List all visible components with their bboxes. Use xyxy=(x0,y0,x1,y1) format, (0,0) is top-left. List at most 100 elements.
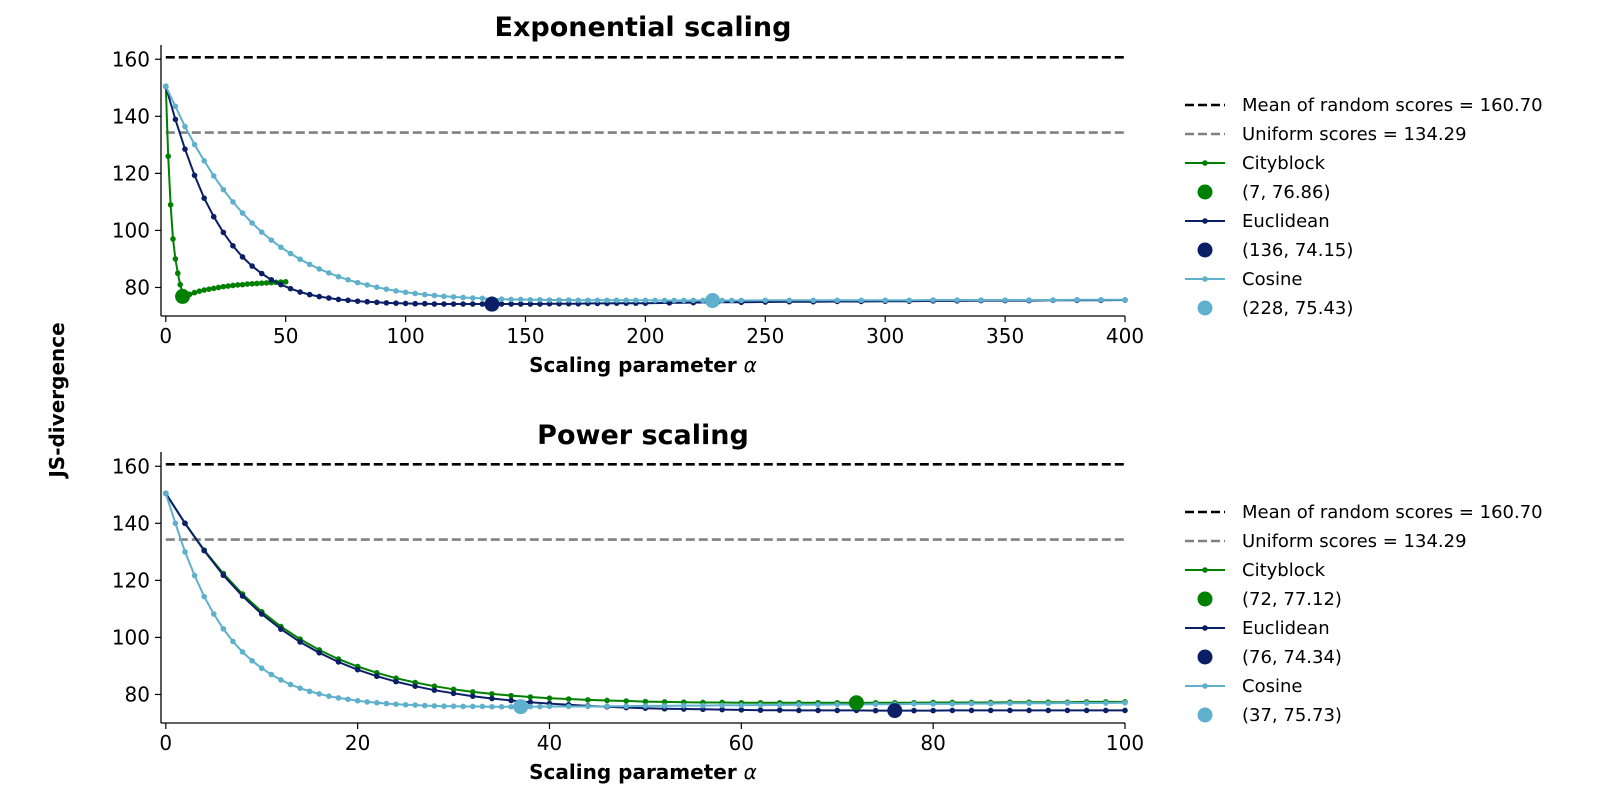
data-point-euclidean xyxy=(498,301,505,307)
x-tick-label: 300 xyxy=(866,324,904,348)
data-point-euclidean xyxy=(201,547,207,554)
data-point-euclidean xyxy=(297,639,303,645)
data-point-cosine xyxy=(249,658,255,664)
data-point-cosine xyxy=(613,297,620,304)
data-point-cosine xyxy=(546,297,553,303)
data-point-cosine xyxy=(968,700,975,707)
data-point-cosine xyxy=(1045,700,1052,707)
data-point-euclidean xyxy=(460,301,466,307)
series-line-cityblock xyxy=(164,492,1125,704)
legend-label-optimum-euclidean: (76, 74.34) xyxy=(1242,647,1342,668)
data-point-cityblock xyxy=(450,686,457,693)
data-point-euclidean xyxy=(431,687,438,693)
legend-swatch-optimum-euclidean xyxy=(1197,242,1213,258)
data-point-cosine xyxy=(335,695,342,701)
data-point-cosine xyxy=(1050,297,1056,303)
data-point-cosine xyxy=(1007,700,1013,707)
data-point-cosine xyxy=(402,289,409,296)
data-point-euclidean xyxy=(345,297,351,304)
data-point-euclidean xyxy=(508,301,514,307)
data-point-cosine xyxy=(220,186,227,193)
legend-swatch-optimum-euclidean xyxy=(1197,649,1213,665)
data-point-cosine xyxy=(930,297,936,303)
data-point-euclidean xyxy=(210,213,217,220)
legend-swatch-marker-euclidean xyxy=(1202,625,1208,631)
data-point-euclidean xyxy=(316,293,323,300)
data-point-cosine xyxy=(508,296,514,303)
data-point-cosine xyxy=(834,297,841,304)
data-point-cityblock xyxy=(215,284,222,291)
data-point-euclidean xyxy=(949,707,956,714)
data-point-cosine xyxy=(239,649,246,655)
data-point-cosine xyxy=(249,220,255,226)
data-point-cosine xyxy=(364,699,371,705)
data-point-cosine xyxy=(585,297,591,304)
data-point-cosine xyxy=(182,123,188,130)
data-point-cosine xyxy=(191,572,198,579)
data-point-euclidean xyxy=(1083,707,1090,714)
data-point-cosine xyxy=(690,297,697,304)
data-point-cosine xyxy=(858,297,865,304)
series-line-cosine xyxy=(164,85,1125,302)
data-point-cosine xyxy=(479,295,486,302)
data-point-euclidean xyxy=(537,301,543,307)
data-point-cosine xyxy=(335,273,342,280)
data-point-cosine xyxy=(719,297,725,304)
data-point-cosine xyxy=(297,685,303,691)
data-point-euclidean xyxy=(1103,707,1109,714)
data-point-cityblock xyxy=(230,282,236,289)
data-point-euclidean xyxy=(527,301,534,307)
data-point-cityblock xyxy=(282,278,289,285)
y-tick-label: 140 xyxy=(112,104,150,128)
data-point-euclidean xyxy=(872,707,879,714)
data-point-cityblock xyxy=(165,153,171,160)
data-point-cosine xyxy=(642,703,649,709)
data-point-cosine xyxy=(287,250,294,257)
data-point-euclidean xyxy=(182,146,188,152)
y-tick-label: 80 xyxy=(125,682,150,706)
data-point-euclidean xyxy=(354,666,361,673)
data-point-cosine xyxy=(412,702,418,708)
data-point-cosine xyxy=(431,292,438,299)
y-tick-label: 100 xyxy=(112,218,150,242)
x-tick-label: 0 xyxy=(159,324,172,348)
data-point-cosine xyxy=(172,103,179,110)
data-point-cityblock xyxy=(527,694,534,700)
data-point-cosine xyxy=(906,297,912,304)
data-point-cosine xyxy=(441,293,447,300)
data-point-cosine xyxy=(191,141,198,148)
x-tick-label: 40 xyxy=(537,731,562,755)
data-point-euclidean xyxy=(431,301,438,307)
data-point-euclidean xyxy=(527,699,534,705)
data-point-cosine xyxy=(374,699,380,706)
data-point-euclidean xyxy=(287,285,294,292)
data-point-cosine xyxy=(316,691,323,697)
data-point-euclidean xyxy=(441,301,447,307)
data-point-cosine xyxy=(556,297,562,303)
data-point-cosine xyxy=(1122,296,1128,303)
data-point-cosine xyxy=(354,279,361,286)
legend-label-uniform-scores: Uniform scores = 134.29 xyxy=(1242,124,1467,145)
data-point-cityblock xyxy=(206,286,212,292)
data-point-euclidean xyxy=(239,593,246,599)
y-tick-label: 80 xyxy=(125,275,150,299)
optimum-marker-cosine xyxy=(705,293,721,309)
legend-swatch-optimum-cosine xyxy=(1197,707,1213,723)
data-point-euclidean xyxy=(258,611,265,617)
data-point-cosine xyxy=(954,297,960,303)
data-point-cosine xyxy=(220,626,227,632)
data-point-cosine xyxy=(460,294,466,301)
data-point-cosine xyxy=(278,677,284,683)
x-axis-label: Scaling parameter α xyxy=(529,353,757,377)
data-point-euclidean xyxy=(268,276,275,283)
data-point-cityblock xyxy=(249,280,255,287)
data-point-cosine xyxy=(441,703,447,709)
data-point-euclidean xyxy=(450,690,457,697)
legend-swatch-optimum-cosine xyxy=(1197,300,1213,316)
data-point-cosine xyxy=(1002,297,1008,303)
data-point-cosine xyxy=(872,701,879,707)
data-point-cosine xyxy=(469,295,476,301)
data-point-cosine xyxy=(326,270,332,276)
x-tick-label: 0 xyxy=(159,731,172,755)
